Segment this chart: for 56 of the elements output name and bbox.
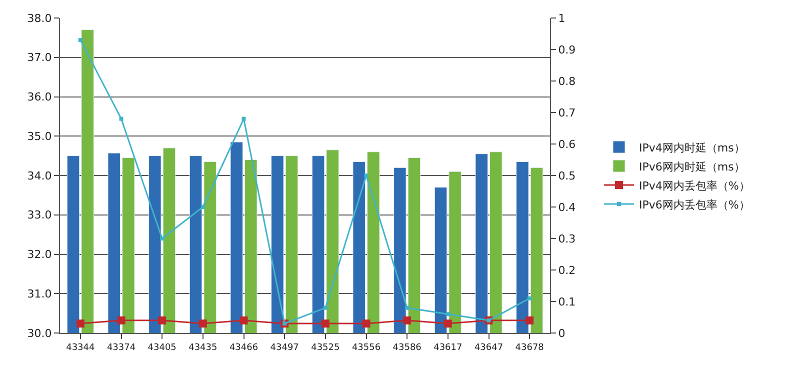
x-tick-label: 43497 (270, 342, 299, 353)
y-tick-label: 36.0 (27, 90, 52, 104)
y2-tick-label: 0.2 (558, 264, 576, 277)
y2-tick-label: 0.5 (558, 169, 576, 182)
point (242, 116, 246, 121)
point (444, 320, 452, 328)
point (526, 316, 534, 324)
point (405, 306, 410, 310)
x-tick-label: 43678 (515, 342, 544, 353)
point (76, 320, 84, 328)
point (119, 116, 124, 121)
y2-tick-label: 1 (558, 12, 566, 25)
point (362, 320, 370, 328)
y2-tick-label: 0.6 (558, 138, 576, 151)
x-tick-label: 43647 (474, 342, 504, 353)
point (528, 296, 532, 300)
point (403, 316, 412, 324)
legend-label: IPv4网内丢包率（%） (639, 179, 750, 192)
point (321, 320, 330, 328)
point (117, 316, 126, 324)
y2-tick-label: 0.4 (558, 200, 576, 214)
point (198, 320, 207, 328)
point (200, 205, 205, 209)
y2-tick-label: 0.9 (558, 43, 576, 56)
y-tick-label: 31.0 (27, 287, 52, 300)
y-tick-label: 30.0 (27, 326, 52, 340)
y-tick-label: 32.0 (27, 248, 52, 262)
x-tick-label: 43617 (434, 342, 462, 353)
y2-tick-label: 0.7 (558, 106, 576, 120)
point (446, 312, 450, 316)
point (160, 236, 164, 240)
x-tick-label: 43586 (392, 342, 422, 353)
point (240, 316, 248, 324)
y-tick-label: 33.0 (27, 208, 52, 222)
y-tick-label: 37.0 (27, 51, 52, 64)
x-tick-label: 43435 (188, 342, 218, 353)
y2-tick-label: 0.1 (558, 295, 576, 308)
legend-label: IPv6网内丢包率（%） (639, 198, 750, 212)
y2-tick-label: 0.8 (558, 74, 576, 88)
y-tick-label: 38.0 (27, 12, 52, 25)
point (323, 306, 328, 310)
y-tick-label: 35.0 (27, 130, 52, 143)
x-tick-label: 43344 (66, 342, 96, 353)
y-tick-label: 34.0 (27, 169, 52, 182)
point (78, 38, 82, 42)
x-tick-label: 43556 (352, 342, 381, 353)
x-tick-label: 43405 (148, 342, 176, 353)
legend-label: IPv6网内时延（ms） (639, 160, 745, 174)
y2-tick-label: 0.3 (558, 232, 576, 246)
point (158, 316, 166, 324)
x-tick-label: 43466 (229, 342, 258, 353)
x-tick-label: 43374 (106, 342, 136, 353)
x-tick-label: 43525 (311, 342, 340, 353)
legend-label: IPv4网内时延（ms） (639, 141, 745, 154)
point (364, 174, 368, 178)
y2-tick-label: 0 (558, 326, 566, 340)
